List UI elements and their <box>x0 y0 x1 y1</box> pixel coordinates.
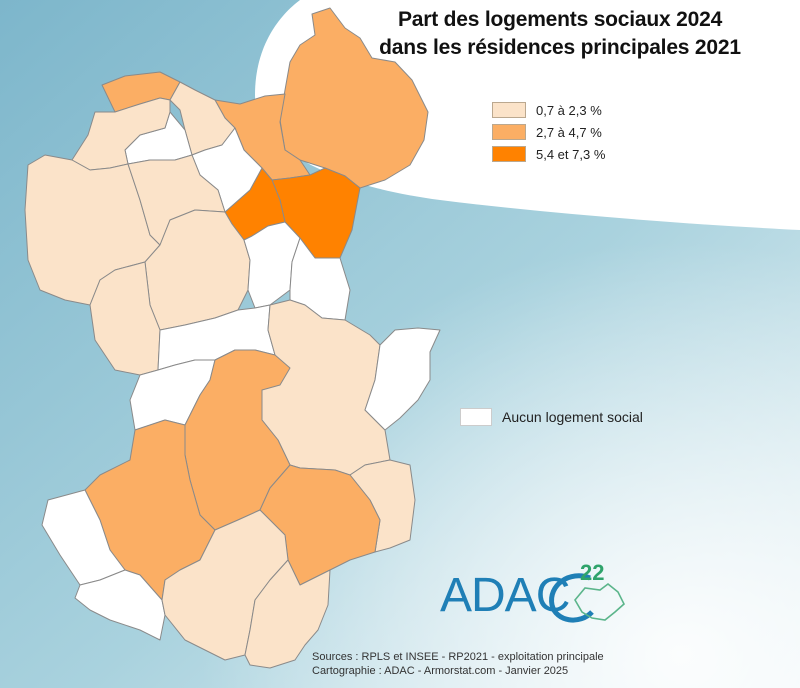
commune-map <box>24 7 441 669</box>
legend-item-class-1: 0,7 à 2,3 % <box>492 100 602 120</box>
legend-swatch <box>460 408 492 426</box>
map-title: Part des logements sociaux 2024 dans les… <box>330 6 790 62</box>
legend-label: 0,7 à 2,3 % <box>536 102 602 118</box>
legend-item-class-3: 5,4 et 7,3 % <box>492 144 605 164</box>
legend-swatch <box>492 102 526 118</box>
legend-label: 5,4 et 7,3 % <box>536 146 606 162</box>
legend-swatch <box>492 124 526 140</box>
commune-sw-white-2[interactable] <box>74 569 166 641</box>
map-title-line2: dans les résidences principales 2021 <box>379 36 741 59</box>
logo-c-swoosh <box>549 573 594 623</box>
legend-swatch <box>492 146 526 162</box>
credits-line: Cartographie : ADAC - Armorstat.com - Ja… <box>312 665 569 677</box>
sources-line: Sources : RPLS et INSEE - RP2021 - explo… <box>312 651 604 663</box>
adac-logo: ADAC 22 <box>440 560 640 630</box>
adac-logo-mark <box>549 573 625 623</box>
commune-s-light-2[interactable] <box>244 559 331 669</box>
legend-item-class-2: 2,7 à 4,7 % <box>492 122 602 142</box>
commune-ne[interactable] <box>279 7 429 189</box>
commune-e-white-1[interactable] <box>364 327 441 431</box>
sources-credits: Sources : RPLS et INSEE - RP2021 - explo… <box>312 650 604 678</box>
legend-label: Aucun logement social <box>502 409 643 425</box>
legend-label: 2,7 à 4,7 % <box>536 124 602 140</box>
legend-item-no-social-housing: Aucun logement social <box>460 406 643 428</box>
logo-superscript: 22 <box>580 560 605 585</box>
logo-text: ADAC <box>440 569 570 622</box>
logo-department-outline <box>574 582 625 621</box>
map-title-line1: Part des logements sociaux 2024 <box>397 8 723 31</box>
